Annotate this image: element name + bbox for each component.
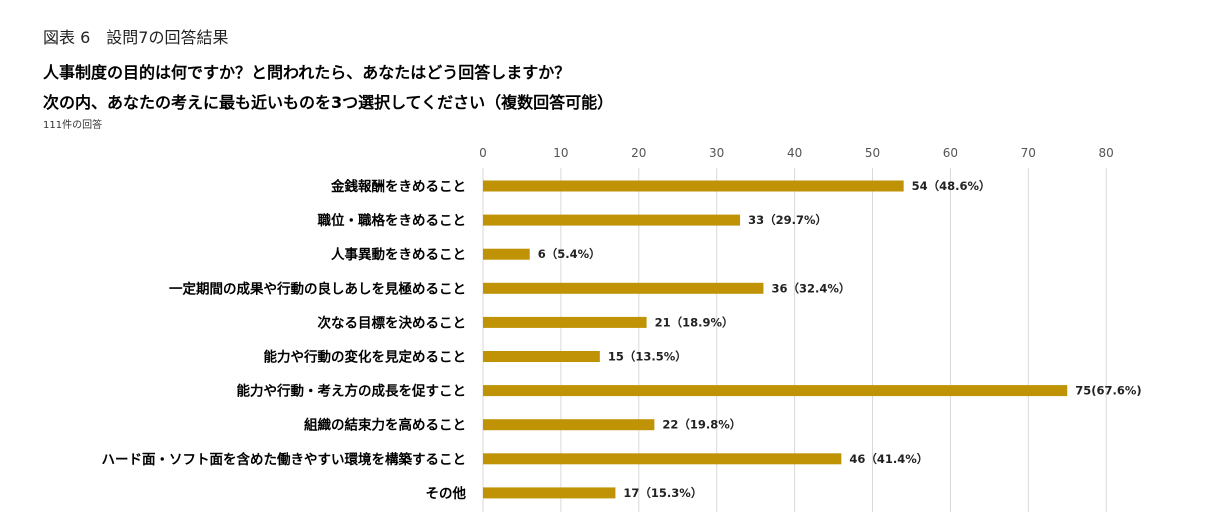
data-label: 36（32.4%） — [771, 281, 850, 295]
category-label: 人事異動をきめること — [331, 246, 466, 263]
bar — [483, 419, 655, 431]
category-label: 一定期間の成果や行動の良しあしを見極めること — [169, 280, 466, 297]
x-tick-label: 40 — [787, 146, 802, 160]
data-labels: 54（48.6%） 33（29.7%） 6（5.4%） 36（32.4%） 21（18.… — [538, 179, 1142, 500]
x-tick-label: 70 — [1021, 146, 1036, 160]
bars — [483, 180, 1068, 499]
x-tick-label: 60 — [943, 146, 958, 160]
x-tick-label: 80 — [1099, 146, 1114, 160]
data-label: 54（48.6%） — [912, 179, 991, 193]
category-label: その他 — [426, 485, 467, 502]
category-label: ハード面・ソフト面を含めた働きやすい環境を構築すること — [102, 451, 467, 468]
data-label: 22（19.8%） — [662, 418, 741, 432]
data-label: 46（41.4%） — [849, 452, 928, 466]
data-label: 21（18.9%） — [655, 315, 734, 329]
category-label: 能力や行動・考え方の成長を促すこと — [237, 383, 467, 400]
x-axis-ticks: 0 10 20 30 40 50 60 70 80 — [479, 146, 1114, 160]
category-label: 組織の結束力を高めること — [304, 417, 466, 434]
bar — [483, 385, 1068, 397]
category-label: 次なる目標を決めること — [318, 314, 467, 331]
data-label: 17（15.3%） — [623, 486, 702, 500]
category-label: 金銭報酬をきめること — [330, 178, 466, 195]
x-tick-label: 50 — [865, 146, 880, 160]
question-line-2: 次の内、あなたの考えに最も近いものを3つ選択してください（複数回答可能） — [43, 93, 614, 112]
bar — [483, 487, 616, 499]
bar — [483, 316, 647, 328]
data-label: 33（29.7%） — [748, 213, 827, 227]
bar — [483, 453, 842, 465]
x-tick-label: 30 — [709, 146, 724, 160]
question-line-1: 人事制度の目的は何ですか？と問われたら、あなたはどう回答しますか？ — [43, 63, 571, 82]
category-label: 能力や行動の変化を見定めること — [264, 349, 467, 366]
bar — [483, 180, 904, 192]
x-tick-label: 10 — [553, 146, 568, 160]
category-labels: 金銭報酬をきめること職位・職格をきめること人事異動をきめること一定期間の成果や行… — [102, 178, 467, 502]
bar — [483, 248, 530, 260]
x-tick-label: 20 — [631, 146, 646, 160]
category-label: 職位・職格をきめること — [318, 212, 467, 229]
data-label: 15（13.5%） — [608, 350, 687, 364]
response-count: 111件の回答 — [43, 120, 103, 131]
bar — [483, 282, 764, 294]
figure-label: 図表 6 設問7の回答結果 — [43, 28, 229, 47]
x-tick-label: 0 — [479, 146, 487, 160]
data-label: 6（5.4%） — [538, 247, 601, 261]
bar — [483, 214, 741, 226]
data-label: 75(67.6%) — [1075, 384, 1141, 398]
bar — [483, 351, 600, 362]
